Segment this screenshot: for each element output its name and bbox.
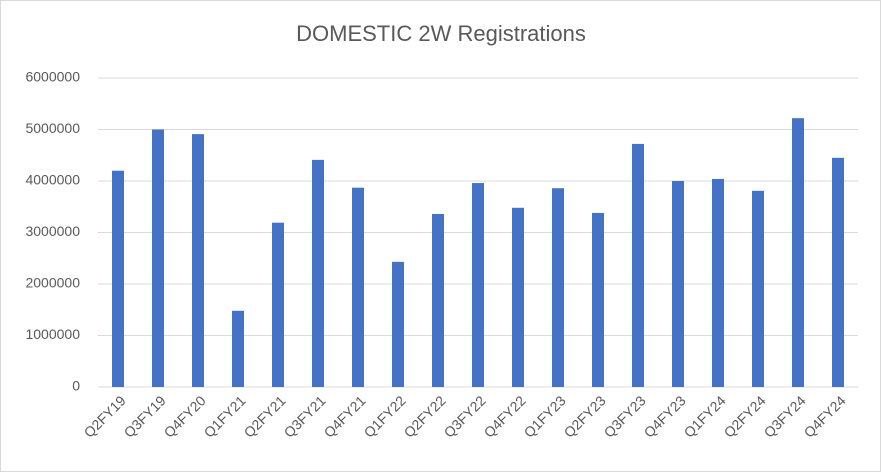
y-tick-label: 1000000 xyxy=(25,326,80,342)
bar xyxy=(152,129,164,387)
bar xyxy=(392,261,404,387)
bar xyxy=(552,188,564,387)
bar xyxy=(272,222,284,387)
bar xyxy=(112,170,124,387)
bar xyxy=(792,118,804,388)
y-tick-label: 5000000 xyxy=(25,120,80,136)
bar xyxy=(432,213,444,387)
bar xyxy=(472,183,484,387)
bar xyxy=(672,181,684,387)
y-tick-label: 0 xyxy=(72,378,80,394)
chart-title: DOMESTIC 2W Registrations xyxy=(296,21,586,46)
bar xyxy=(712,178,724,387)
y-tick-label: 2000000 xyxy=(25,275,80,291)
bar xyxy=(192,134,204,387)
bar xyxy=(752,190,764,387)
bar xyxy=(312,159,324,387)
bar xyxy=(232,310,244,387)
y-tick-label: 3000000 xyxy=(25,223,80,239)
y-tick-label: 6000000 xyxy=(25,69,80,85)
bar xyxy=(632,143,644,387)
bar xyxy=(592,212,604,387)
y-tick-label: 4000000 xyxy=(25,172,80,188)
bar xyxy=(832,157,844,387)
bar xyxy=(512,207,524,387)
bar xyxy=(352,187,364,387)
